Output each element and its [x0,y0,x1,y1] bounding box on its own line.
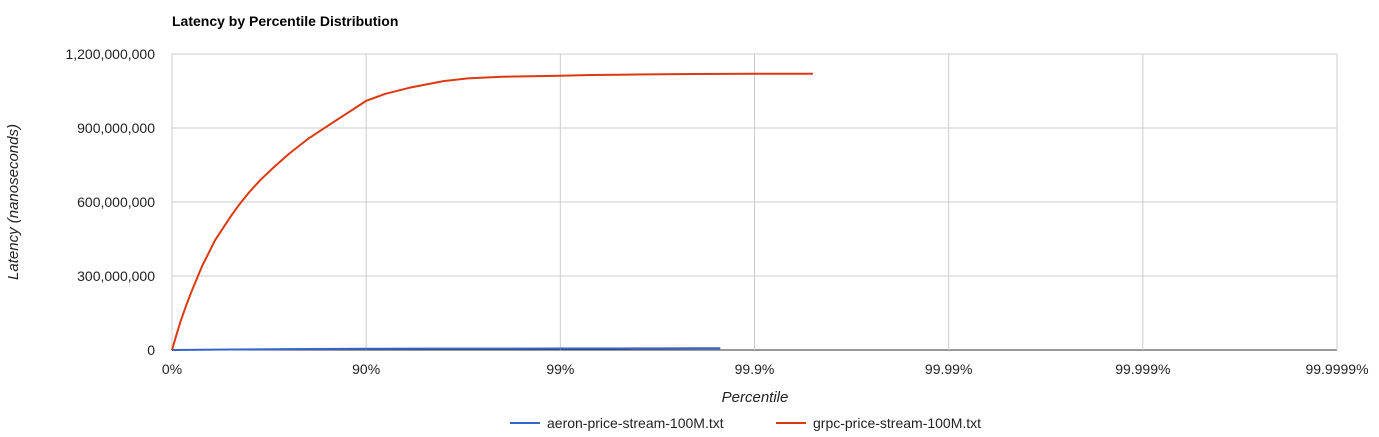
chart-grid [171,53,1338,351]
x-tick-label: 99.99% [925,361,972,377]
x-axis-title: Percentile [722,389,789,406]
y-tick-label: 600,000,000 [77,194,155,210]
x-tick-labels: 0% 90% 99% 99.9% 99.99% 99.999% 99.9999% [162,361,1369,377]
x-tick-label: 0% [162,361,182,377]
x-tick-label: 99% [546,361,574,377]
chart-legend: aeron-price-stream-100M.txt grpc-price-st… [510,415,981,431]
x-tick-label: 99.999% [1115,361,1170,377]
y-axis-title: Latency (nanoseconds) [5,124,22,280]
chart-title: Latency by Percentile Distribution [172,13,398,29]
legend-label-2: grpc-price-stream-100M.txt [813,415,981,431]
y-tick-label: 1,200,000,000 [65,46,155,62]
x-tick-label: 99.9% [735,361,775,377]
series-line-2 [171,72,813,351]
series-line-1 [171,347,721,351]
y-tick-label: 300,000,000 [77,268,155,284]
series-layer [171,72,813,351]
y-tick-labels: 0 300,000,000 600,000,000 900,000,000 1,200,… [65,46,155,358]
legend-label-1: aeron-price-stream-100M.txt [547,415,724,431]
y-tick-label: 0 [147,342,155,358]
y-tick-label: 900,000,000 [77,120,155,136]
x-tick-label: 99.9999% [1305,361,1368,377]
x-tick-label: 90% [352,361,380,377]
